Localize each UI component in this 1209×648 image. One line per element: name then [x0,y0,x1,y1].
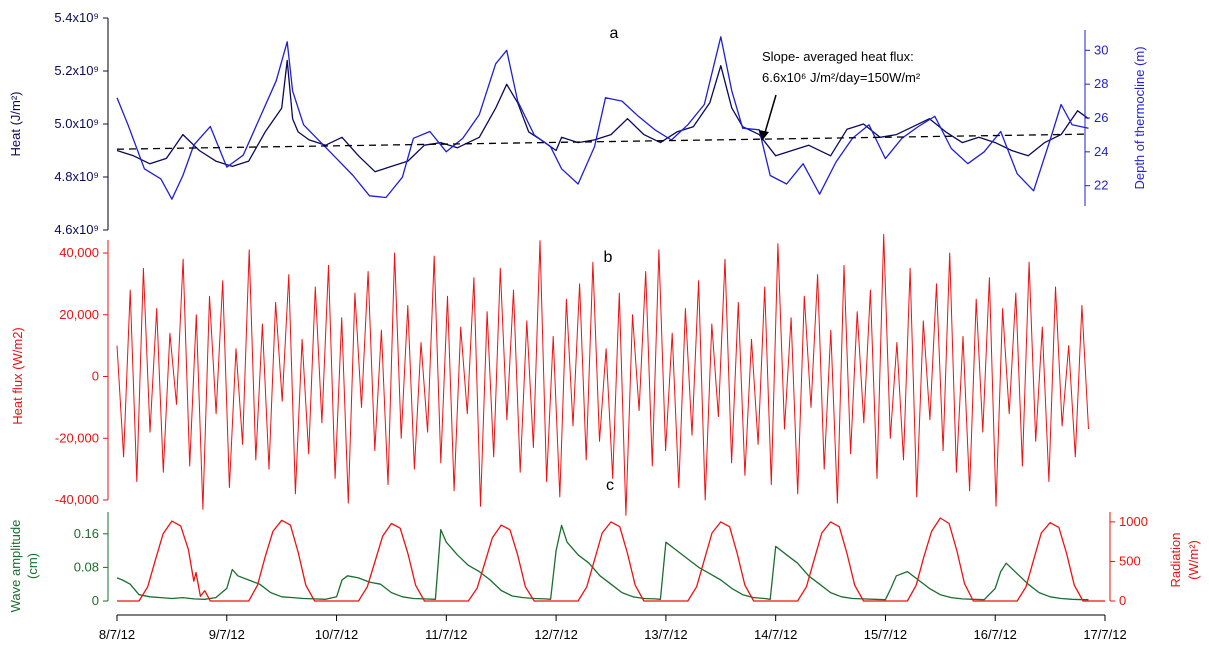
annotation-line-2: 6.6x10⁶ J/m²/day=150W/m² [762,70,921,85]
heat-axis-tick-label: 5.2x10⁹ [54,63,99,78]
heat-axis-tick-label: 4.8x10⁹ [54,169,99,184]
panel-c-plot-area [116,517,1105,602]
wave-axis-tick-label: 0.08 [74,559,99,574]
flux-axis-tick-label: -40,000 [55,492,99,507]
heat-axis-tick-label: 5.4x10⁹ [54,10,99,25]
heat-axis-tick-label: 5.0x10⁹ [54,116,99,131]
panel-b-plot-area [116,234,1089,516]
panel-a-plot-area [116,36,1089,200]
trend-line [116,133,1089,150]
heat-axis-tick-label: 4.6x10⁹ [54,222,99,237]
panel-c-y2label-line-1: Radiation [1168,533,1183,588]
panel-a-label: a [610,25,619,42]
panel-c-left-ticks: 0 0.08 0.16 [74,526,108,608]
panel-a-ylabel: Heat (J/m²) [8,92,23,157]
panel-c-right-ticks: 0 500 1000 [1110,514,1148,608]
radiation-axis-tick-label: 0 [1119,593,1126,608]
thermocline-axis-tick-label: 22 [1094,178,1108,193]
annotation-line-1: Slope- averaged heat flux: [762,49,914,64]
thermocline-axis-tick-label: 30 [1094,42,1108,57]
panel-a: 4.6x10⁹ 4.8x10⁹ 5.0x10⁹ 5.2x10⁹ 5.4x10⁹ 22 24… [8,10,1147,237]
annotation-arrowhead [759,130,769,141]
panel-c: 0 0.08 0.16 0 500 1000 8/7/12 9/7/12 10/7/12 11… [8,477,1201,642]
panel-a-left-ticks: 4.6x10⁹ 4.8x10⁹ 5.0x10⁹ 5.2x10⁹ 5.4x10⁹ [54,10,108,237]
wave-axis-tick-label: 0 [92,593,99,608]
panel-a-y2label: Depth of thermocline (m) [1132,46,1147,189]
x-axis-ticks: 8/7/12 9/7/12 10/7/12 11/7/12 12/7/12 13/7/12… [99,615,1127,642]
series-radiation [117,517,1105,602]
x-tick-label: 8/7/12 [99,627,135,642]
panel-c-ylabel-line-1: Wave amplitude [8,520,23,613]
series-heat-flux [116,234,1089,516]
x-tick-label: 12/7/12 [534,627,577,642]
panel-b-label: b [604,249,613,266]
panel-a-right-ticks: 22 24 26 28 30 [1085,42,1108,193]
annotation-arrow [763,94,777,137]
flux-axis-tick-label: 20,000 [59,307,99,322]
panel-b-left-ticks: -40,000 -20,000 0 20,000 40,000 [55,245,108,507]
x-tick-label: 16/7/12 [974,627,1017,642]
flux-axis-tick-label: -20,000 [55,430,99,445]
panel-a-trend-line [116,133,1089,150]
x-tick-label: 9/7/12 [209,627,245,642]
thermocline-axis-tick-label: 28 [1094,76,1108,91]
radiation-axis-tick-label: 1000 [1119,514,1148,529]
x-tick-label: 10/7/12 [315,627,358,642]
x-tick-label: 15/7/12 [864,627,907,642]
flux-axis-tick-label: 40,000 [59,245,99,260]
panel-c-label: c [606,477,614,494]
x-tick-label: 11/7/12 [425,627,467,642]
panel-c-ylabel-line-2: (cm) [25,553,40,579]
series-wave [116,524,1089,601]
thermocline-axis-tick-label: 24 [1094,144,1108,159]
x-tick-label: 14/7/12 [754,627,797,642]
wave-axis-tick-label: 0.16 [74,526,99,541]
radiation-axis-tick-label: 500 [1119,553,1141,568]
thermocline-axis-tick-label: 26 [1094,110,1108,125]
series-heat [116,59,1089,173]
panel-c-y2label-line-2: (W/m²) [1186,540,1201,580]
x-tick-label: 17/7/12 [1083,627,1126,642]
flux-axis-tick-label: 0 [92,369,99,384]
x-tick-label: 13/7/12 [644,627,687,642]
panel-b-ylabel: Heat flux (W/m2) [10,327,25,425]
series-thermocline [116,36,1089,200]
panel-b: -40,000 -20,000 0 20,000 40,000 b Heat flux … [10,234,1089,516]
